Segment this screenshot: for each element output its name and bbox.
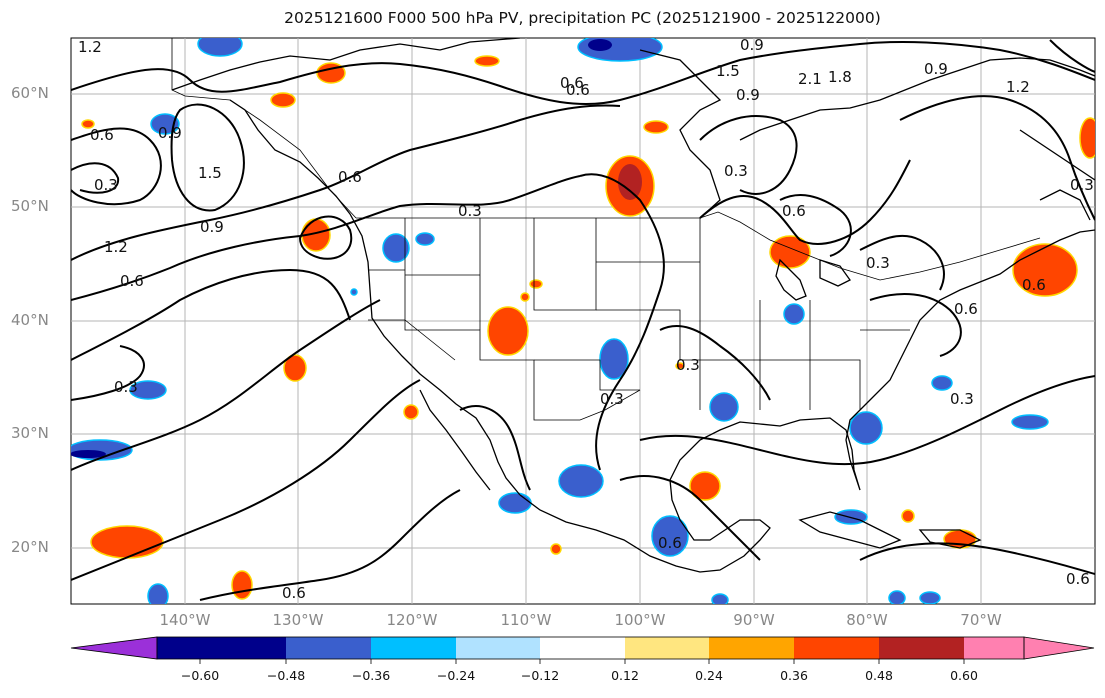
lon-label: 100°W	[614, 611, 666, 629]
lon-label: 80°W	[846, 611, 888, 629]
lon-label: 130°W	[272, 611, 324, 629]
svg-text:0.6: 0.6	[954, 300, 978, 318]
svg-text:1.2: 1.2	[104, 238, 128, 256]
colorbar-bin	[286, 637, 371, 659]
pv-contours	[71, 39, 1095, 601]
colorbar-extend-min	[70, 636, 158, 660]
svg-text:1.2: 1.2	[1006, 78, 1030, 96]
svg-text:0.6: 0.6	[90, 126, 114, 144]
colorbar-bin	[371, 637, 456, 659]
svg-text:0.6: 0.6	[120, 272, 144, 290]
lat-label: 40°N	[11, 311, 49, 329]
colorbar-bin	[540, 637, 625, 659]
svg-text:1.5: 1.5	[716, 62, 740, 80]
lat-label: 60°N	[11, 84, 49, 102]
lon-label: 120°W	[386, 611, 438, 629]
lon-label: 140°W	[159, 611, 211, 629]
lat-label: 50°N	[11, 197, 49, 215]
svg-text:2.1: 2.1	[798, 70, 822, 88]
svg-text:0.3: 0.3	[1070, 176, 1094, 194]
colorbar-tick-label: −0.36	[351, 668, 391, 683]
map-title: 2025121600 F000 500 hPa PV, precipitatio…	[284, 9, 881, 27]
svg-text:0.9: 0.9	[736, 86, 760, 104]
colorbar-bin	[964, 637, 1024, 659]
colorbar-tick-label: −0.24	[436, 668, 476, 683]
svg-text:1.5: 1.5	[198, 164, 222, 182]
colorbar-tick-label: −0.48	[266, 668, 306, 683]
svg-text:0.6: 0.6	[1022, 276, 1046, 294]
svg-text:0.6: 0.6	[560, 74, 584, 92]
colorbar-tick-label: 0.36	[780, 668, 808, 683]
colorbar-bin	[200, 637, 286, 659]
lon-label: 110°W	[500, 611, 552, 629]
svg-text:0.3: 0.3	[94, 176, 118, 194]
svg-text:1.8: 1.8	[828, 68, 852, 86]
colorbar-tick-label: −0.12	[520, 668, 560, 683]
colorbar-tick-label: 0.12	[611, 668, 639, 683]
svg-text:0.3: 0.3	[866, 254, 890, 272]
svg-text:0.3: 0.3	[724, 162, 748, 180]
svg-text:0.6: 0.6	[782, 202, 806, 220]
svg-text:0.3: 0.3	[676, 356, 700, 374]
gridlines	[71, 38, 1095, 604]
svg-text:0.6: 0.6	[282, 584, 306, 602]
colorbar-tick-label: 0.60	[950, 668, 978, 683]
svg-text:1.2: 1.2	[78, 38, 102, 56]
svg-text:0.6: 0.6	[1066, 570, 1090, 588]
lat-label: 30°N	[11, 424, 49, 442]
svg-text:0.3: 0.3	[600, 390, 624, 408]
colorbar-bin	[709, 637, 794, 659]
colorbar-bin	[794, 637, 879, 659]
colorbar-tick-label: 0.48	[865, 668, 893, 683]
svg-text:0.3: 0.3	[114, 378, 138, 396]
colorbar-bin	[625, 637, 709, 659]
svg-text:0.9: 0.9	[200, 218, 224, 236]
contour-labels: 1.2 0.6 0.9 0.3 1.5 0.6 0.9 0.3 1.2 0.6 …	[78, 36, 1094, 602]
precip-negative-areas	[71, 38, 1049, 604]
lon-label: 90°W	[733, 611, 775, 629]
colorbar-bin	[879, 637, 964, 659]
svg-text:0.3: 0.3	[950, 390, 974, 408]
colorbar-tick-label: 0.24	[695, 668, 723, 683]
colorbar-tick-label: −0.60	[180, 668, 220, 683]
svg-text:0.6: 0.6	[566, 81, 590, 99]
svg-text:0.9: 0.9	[158, 124, 182, 142]
lon-label: 70°W	[960, 611, 1002, 629]
colorbar-extend-max	[1023, 636, 1095, 660]
svg-text:0.6: 0.6	[338, 168, 362, 186]
colorbar	[70, 636, 1095, 664]
svg-text:0.6: 0.6	[658, 534, 682, 552]
lat-label: 20°N	[11, 538, 49, 556]
svg-text:0.3: 0.3	[458, 202, 482, 220]
svg-text:0.9: 0.9	[924, 60, 948, 78]
svg-text:0.9: 0.9	[740, 36, 764, 54]
colorbar-bin	[456, 637, 540, 659]
